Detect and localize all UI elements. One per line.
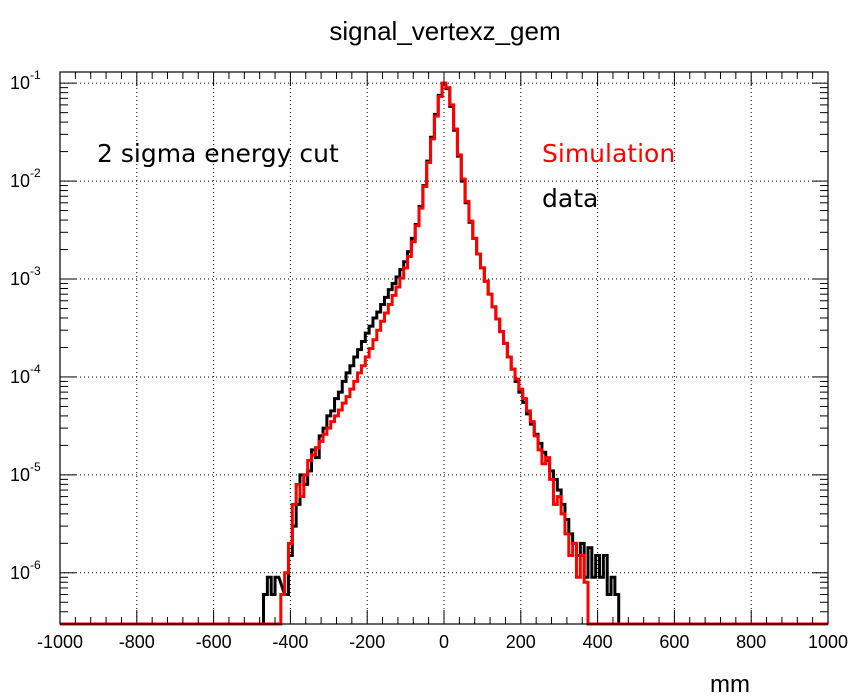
legend-simulation: Simulation bbox=[542, 139, 675, 168]
x-tick-label: 800 bbox=[736, 632, 766, 652]
x-tick-label: 0 bbox=[439, 632, 449, 652]
x-tick-label: 400 bbox=[583, 632, 613, 652]
x-tick-label: -600 bbox=[196, 632, 232, 652]
x-axis-label: mm bbox=[710, 671, 750, 697]
x-tick-label: 600 bbox=[659, 632, 689, 652]
y-tick-exponent: -1 bbox=[30, 68, 41, 82]
legend-data: data bbox=[542, 184, 598, 213]
x-axis: -1000 -800 -600 -400 -200 0 200 400 600 800 1000 bbox=[37, 72, 848, 652]
y-tick-exponent: -5 bbox=[30, 460, 41, 474]
y-tick-exponent: -3 bbox=[30, 264, 41, 278]
y-tick-label: 10 bbox=[10, 269, 30, 289]
chart-title: signal_vertexz_gem bbox=[329, 16, 560, 46]
y-tick-label: 10 bbox=[10, 367, 30, 387]
y-tick-label: 10 bbox=[10, 465, 30, 485]
x-tick-label: 1000 bbox=[808, 632, 848, 652]
y-tick-label: 10 bbox=[10, 171, 30, 191]
y-axis: 10-610-510-410-310-210-1 bbox=[10, 68, 828, 625]
y-tick-exponent: -6 bbox=[30, 558, 41, 572]
grid bbox=[60, 72, 828, 624]
y-tick-exponent: -4 bbox=[30, 362, 41, 376]
x-tick-label: -800 bbox=[119, 632, 155, 652]
x-tick-label: 200 bbox=[506, 632, 536, 652]
x-tick-label: -200 bbox=[349, 632, 385, 652]
y-tick-exponent: -2 bbox=[30, 166, 41, 180]
annotation-energy-cut: 2 sigma energy cut bbox=[97, 139, 339, 168]
simulation-histogram bbox=[60, 81, 828, 626]
x-tick-label: -400 bbox=[272, 632, 308, 652]
y-tick-label: 10 bbox=[10, 73, 30, 93]
y-tick-label: 10 bbox=[10, 563, 30, 583]
x-tick-label: -1000 bbox=[37, 632, 83, 652]
